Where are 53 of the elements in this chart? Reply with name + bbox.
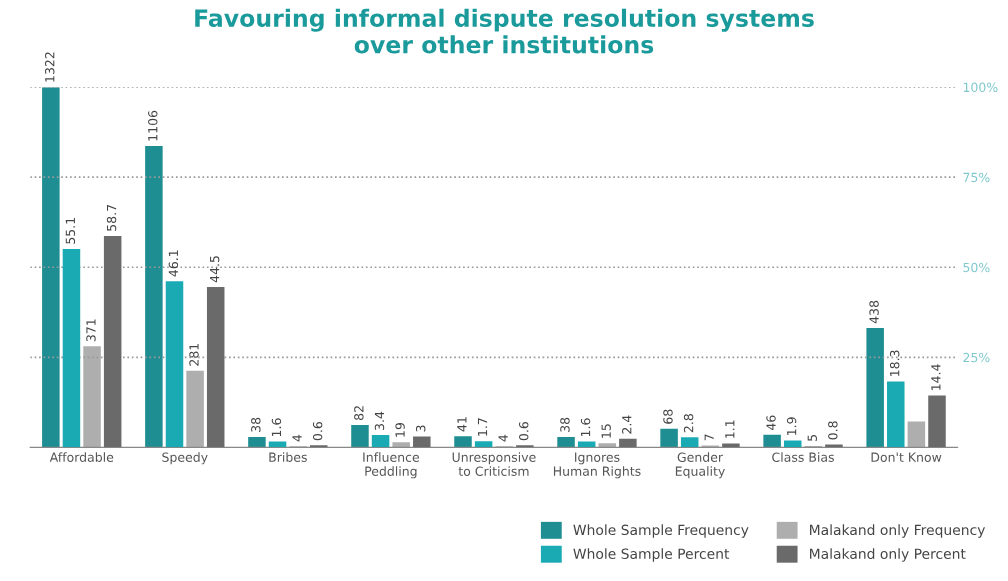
data-label: 19: [395, 423, 405, 437]
data-label: 5: [807, 434, 817, 441]
data-label: 82: [354, 406, 364, 421]
y-tick-label: 75%: [963, 172, 990, 183]
y-tick-label: 100%: [963, 82, 998, 93]
data-label: 4: [292, 434, 302, 442]
data-label: 1106: [148, 110, 158, 141]
x-tick-label: Affordable: [49, 452, 114, 462]
data-label: 55.1: [65, 218, 76, 244]
data-label: 38: [251, 417, 261, 432]
data-label: 46: [766, 415, 776, 431]
chart-title: Favouring informal dispute resolution systems over other institutions: [195, 8, 814, 54]
data-label: 44.5: [210, 256, 220, 283]
y-tick-label: 50%: [963, 262, 990, 273]
data-label: 58.7: [106, 204, 117, 231]
data-label: 438: [869, 300, 879, 324]
data-label: 41: [457, 417, 467, 432]
data-label: 2.4: [622, 415, 632, 434]
data-label: 7: [704, 434, 714, 441]
data-label: 371: [86, 319, 96, 342]
legend-label: Whole Sample Percent: [573, 548, 730, 562]
x-tick-label: Speedy: [162, 452, 208, 465]
data-label: 0.6: [519, 421, 529, 441]
data-label: 1322: [45, 52, 55, 82]
data-label: 46.1: [168, 250, 179, 277]
data-label: 68: [663, 409, 673, 424]
data-label: 14.4: [931, 364, 941, 390]
data-label: 0.8: [828, 421, 838, 440]
x-tick-label: Bribes: [269, 452, 307, 462]
data-label: 38: [560, 417, 570, 432]
data-label: 3: [415, 425, 426, 432]
data-label: 1.6: [271, 418, 282, 437]
x-tick-label: Class Bias: [772, 452, 834, 462]
y-tick-label: 25%: [963, 352, 990, 363]
data-label: 1.7: [477, 418, 488, 436]
data-label: 4: [498, 434, 508, 442]
data-label: 3.4: [374, 411, 385, 430]
x-tick-label: Don't Know: [871, 452, 942, 462]
data-label: 2.8: [683, 414, 694, 433]
legend-label: Whole Sample Frequency: [573, 524, 749, 538]
x-tick-label: Unresponsive to Criticism: [452, 452, 536, 476]
x-tick-label: Ignores Human Rights: [553, 452, 641, 479]
data-label: 1.1: [725, 420, 735, 438]
x-tick-label: Influence Peddling: [363, 452, 419, 479]
data-label: 1.6: [580, 418, 591, 437]
legend-label: Malakand only Frequency: [810, 524, 985, 538]
legend-label: Malakand only Percent: [810, 548, 966, 562]
data-label: 1.9: [786, 417, 797, 435]
data-label: 15: [601, 424, 611, 438]
x-tick-label: Gender Equality: [675, 452, 725, 479]
data-label: 281: [189, 343, 199, 366]
data-label: 0.6: [312, 421, 323, 441]
data-label: 18.3: [889, 350, 900, 376]
